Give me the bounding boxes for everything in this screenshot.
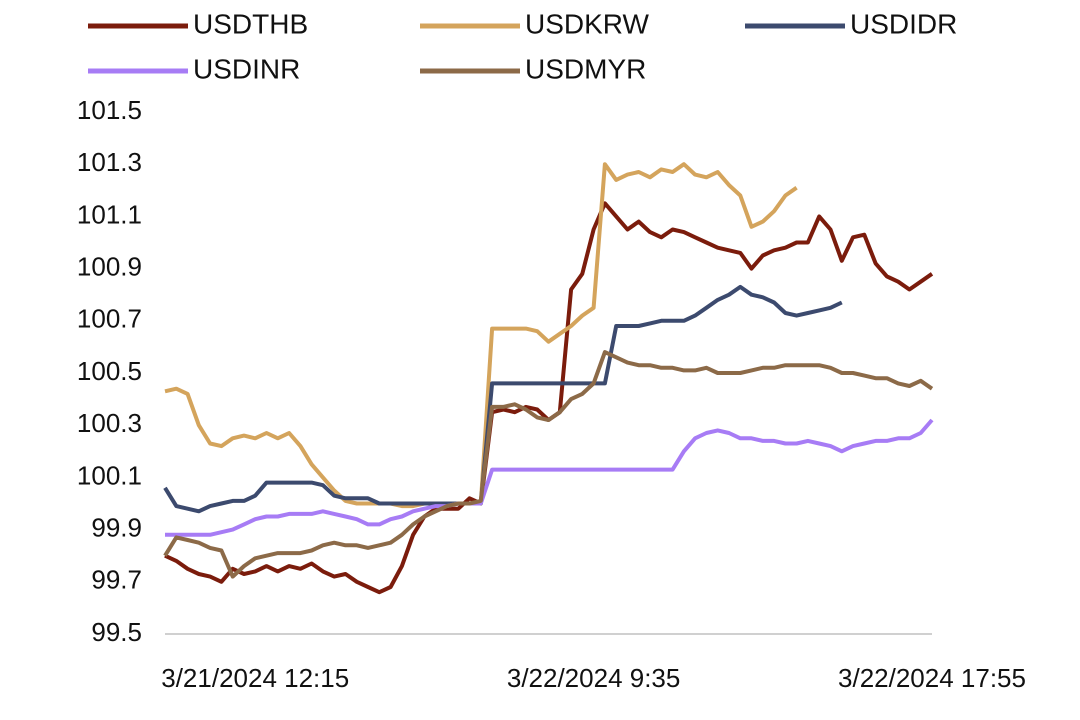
series-line <box>165 418 934 537</box>
y-tick-label: 99.7 <box>91 565 142 595</box>
y-tick-label: 101.5 <box>77 95 142 125</box>
y-tick-label: 100.9 <box>77 251 142 281</box>
y-tick-label: 101.1 <box>77 199 142 229</box>
x-tick-label: 3/21/2024 12:15 <box>161 663 349 693</box>
legend-label: USDIDR <box>850 8 957 39</box>
series-line <box>164 201 934 595</box>
legend-label: USDMYR <box>525 53 646 84</box>
legend-label: USDTHB <box>193 8 308 39</box>
y-tick-label: 99.9 <box>91 512 142 542</box>
legend-label: USDKRW <box>525 8 650 39</box>
y-tick-label: 100.3 <box>77 408 142 438</box>
x-tick-label: 3/22/2024 9:35 <box>507 663 681 693</box>
y-tick-label: 100.1 <box>77 460 142 490</box>
series-line <box>163 350 934 579</box>
x-tick-label: 3/22/2024 17:55 <box>838 663 1026 693</box>
series-line <box>163 284 843 514</box>
y-tick-label: 99.5 <box>91 617 142 647</box>
series-line <box>164 162 798 509</box>
legend-label: USDINR <box>193 53 300 84</box>
y-tick-label: 100.7 <box>77 304 142 334</box>
y-tick-label: 101.3 <box>77 147 142 177</box>
y-tick-label: 100.5 <box>77 356 142 386</box>
